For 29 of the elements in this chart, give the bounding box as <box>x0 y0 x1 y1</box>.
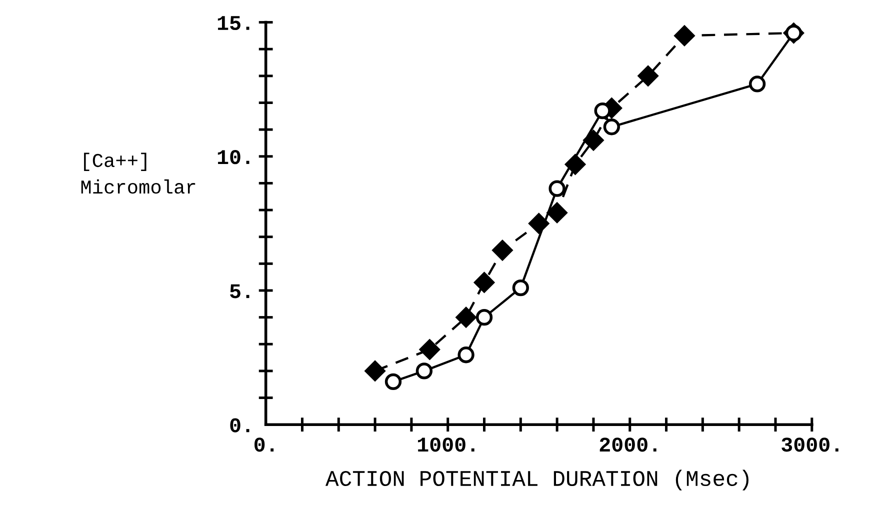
point <box>603 118 620 136</box>
point <box>384 373 402 390</box>
y-tick-label: 10. <box>218 150 250 164</box>
point <box>674 25 695 46</box>
point <box>364 360 386 382</box>
point <box>474 272 494 293</box>
y-tick-label: 0. <box>230 418 250 432</box>
point <box>594 102 611 120</box>
point <box>416 362 433 380</box>
x-tick-label: 3000. <box>782 438 838 452</box>
point <box>583 130 604 151</box>
point <box>546 202 568 223</box>
point <box>492 240 513 260</box>
x-tick-label: 2000. <box>600 438 656 452</box>
point <box>458 346 474 364</box>
x-axis-title: ACTION POTENTIAL DURATION (Msec) <box>325 470 748 490</box>
point <box>638 66 658 86</box>
point <box>419 339 440 360</box>
point <box>748 76 766 92</box>
x-tick-label: 0. <box>254 438 274 452</box>
point <box>512 279 529 296</box>
point <box>456 307 476 328</box>
y-tick-label: 15. <box>218 16 250 30</box>
point <box>476 308 493 326</box>
point <box>528 213 550 234</box>
x-tick-label: 1000. <box>418 438 474 452</box>
y-tick-label: 5. <box>230 284 250 298</box>
point <box>548 180 566 197</box>
y-axis-title: [Ca++] Micromolar <box>81 152 196 194</box>
